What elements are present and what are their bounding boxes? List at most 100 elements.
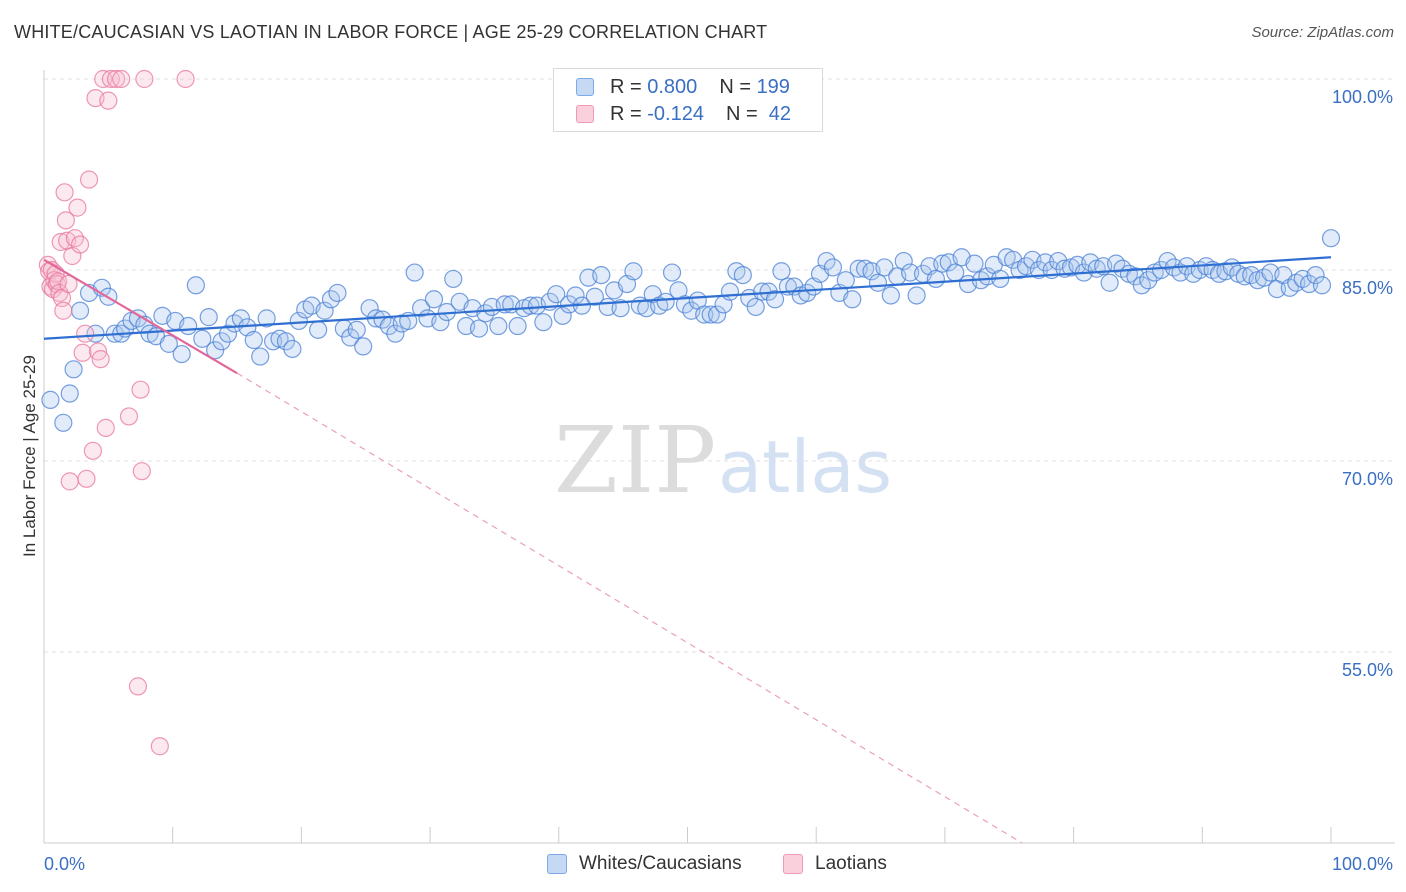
point-laotians	[94, 69, 113, 89]
point-laotians	[79, 170, 99, 189]
chart-title: WHITE/CAUCASIAN VS LAOTIAN IN LABOR FORC…	[14, 22, 768, 42]
point-whites	[283, 339, 302, 359]
point-laotians	[70, 235, 90, 254]
point-whites	[386, 324, 405, 343]
point-whites	[444, 269, 463, 289]
trend-line-laotians-extension	[236, 372, 1023, 844]
point-whites	[1300, 274, 1319, 294]
point-whites	[257, 309, 276, 328]
point-whites	[695, 305, 714, 324]
point-whites	[469, 319, 489, 338]
point-laotians	[54, 301, 73, 320]
watermark-zip: ZIP	[554, 407, 716, 514]
point-whites	[566, 286, 585, 305]
point-laotians	[51, 232, 70, 252]
point-whites	[489, 316, 508, 336]
point-whites	[315, 301, 334, 320]
point-whites	[328, 283, 347, 303]
x-tick-label-end: 100.0%	[1332, 854, 1393, 874]
point-whites	[411, 299, 431, 318]
point-whites	[901, 263, 920, 282]
point-whites	[933, 254, 952, 273]
legend-row-laotians: R = -0.124 N = 42	[576, 102, 791, 126]
data-points	[38, 69, 1341, 756]
point-laotians	[112, 69, 131, 89]
legend-n-label-whites: N =	[719, 75, 757, 98]
point-laotians	[68, 198, 87, 217]
point-whites	[772, 262, 791, 281]
point-laotians	[96, 418, 115, 437]
point-whites	[193, 329, 212, 348]
point-whites	[159, 334, 178, 353]
point-laotians	[101, 69, 121, 89]
point-whites	[54, 413, 73, 432]
legend-n-value-whites: 199	[756, 75, 790, 98]
bottom-legend-laotians: Laotians	[783, 851, 887, 877]
point-laotians	[176, 69, 195, 89]
point-whites	[1321, 229, 1341, 248]
bottom-legend-label-whites: Whites/Caucasians	[579, 853, 742, 874]
y-axis-label: In Labor Force | Age 25-29	[20, 355, 39, 557]
point-whites	[347, 320, 366, 339]
point-whites	[405, 263, 424, 282]
y-tick-label: 55.0%	[1342, 660, 1393, 680]
point-whites	[547, 285, 566, 304]
point-whites	[868, 273, 888, 292]
point-whites	[611, 299, 630, 318]
point-whites	[206, 341, 225, 360]
point-whites	[875, 258, 894, 277]
point-laotians	[132, 462, 151, 481]
y-tick-label: 70.0%	[1342, 469, 1393, 489]
point-laotians	[131, 380, 150, 399]
legend-r-label-whites: R =	[610, 75, 648, 98]
point-whites	[218, 324, 238, 343]
point-whites	[172, 344, 191, 364]
point-laotians	[150, 737, 169, 756]
point-laotians	[55, 183, 74, 202]
trend-lines	[43, 256, 1332, 844]
point-whites	[424, 290, 444, 309]
point-whites	[592, 265, 611, 285]
watermark-atlas: atlas	[718, 425, 892, 509]
point-whites	[41, 390, 60, 409]
point-whites	[86, 324, 105, 343]
point-whites	[662, 263, 682, 282]
watermark: ZIP atlas	[554, 407, 892, 514]
point-laotians	[59, 274, 78, 294]
point-whites	[585, 287, 604, 306]
stats-legend: R = 0.800 N = 199 R = -0.124 N = 42	[553, 68, 823, 132]
legend-r-label-laotians: R =	[610, 102, 648, 125]
point-laotians	[106, 69, 126, 89]
y-tick-label: 100.0%	[1332, 87, 1393, 107]
legend-swatch-whites	[576, 78, 594, 96]
point-whites	[508, 316, 527, 336]
point-whites	[251, 347, 270, 366]
point-whites	[1100, 273, 1119, 292]
point-laotians	[73, 343, 92, 362]
point-whites	[1036, 253, 1055, 272]
legend-row-whites: R = 0.800 N = 199	[576, 75, 790, 99]
point-laotians	[91, 350, 110, 369]
point-whites	[894, 251, 913, 271]
point-laotians	[128, 677, 148, 696]
point-whites	[733, 265, 752, 285]
point-laotians	[83, 441, 103, 460]
point-whites	[907, 286, 926, 305]
point-whites	[341, 328, 360, 347]
trend-line-laotians	[43, 258, 238, 375]
legend-swatch-laotians	[576, 105, 594, 123]
point-laotians	[119, 407, 139, 426]
point-whites	[70, 301, 90, 320]
point-whites	[289, 311, 308, 331]
point-whites	[360, 299, 379, 318]
point-whites	[354, 337, 373, 356]
y-tick-label: 85.0%	[1342, 278, 1393, 298]
point-whites	[60, 384, 79, 403]
point-laotians	[77, 469, 96, 488]
point-whites	[553, 306, 572, 325]
bottom-legend-whites: Whites/Caucasians	[547, 851, 742, 877]
point-whites	[624, 262, 643, 281]
point-whites	[701, 305, 720, 324]
x-tick-label-start: 0.0%	[44, 854, 85, 874]
